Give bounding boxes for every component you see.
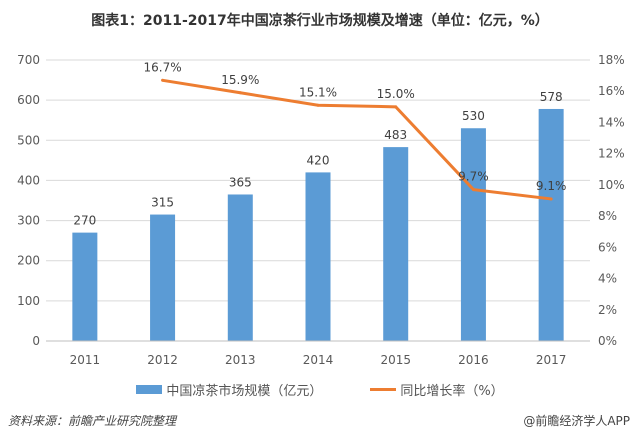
line-data-label: 15.0% [377,87,415,101]
legend-swatch-bar [136,385,163,394]
line-data-label: 16.7% [144,60,182,74]
left-axis-tick: 300 [17,214,40,228]
bar [460,128,486,341]
chart-title: 图表1：2011-2017年中国凉茶行业市场规模及增速（单位：亿元，%） [91,13,549,29]
bar [383,147,409,341]
x-axis-tick: 2012 [147,353,178,367]
legend-swatch-line [370,388,397,391]
source-note: 资料来源：前瞻产业研究院整理 [8,414,177,428]
right-axis-tick: 2% [598,303,617,317]
bar-data-label: 483 [384,128,407,142]
x-axis-tick: 2013 [225,353,256,367]
growth-point [394,105,398,109]
legend-label: 中国凉茶市场规模（亿元） [166,384,323,399]
right-axis-tick: 16% [598,84,625,98]
line-data-label: 15.9% [221,73,259,87]
left-axis-tick: 200 [17,254,40,268]
growth-line [162,78,552,201]
right-axis-tick: 8% [598,209,617,223]
bar [72,232,98,341]
bar-data-label: 578 [540,90,563,104]
growth-point [238,91,242,95]
line-data-label: 9.1% [536,179,567,193]
legend-item-market-size: 中国凉茶市场规模（亿元） [136,380,322,399]
right-axis-tick: 14% [598,115,625,129]
credit-note: @前瞻经济学人APP [523,414,630,428]
legend-item-growth: 同比增长率（%） [370,380,504,399]
bar-data-label: 530 [462,109,485,123]
x-axis-tick: 2016 [458,353,489,367]
right-axis-tick: 6% [598,240,617,254]
left-axis-tick: 700 [17,53,40,67]
legend-label: 同比增长率（%） [400,384,504,399]
line-data-label: 9.7% [458,170,489,184]
growth-point [316,103,320,107]
growth-point [471,188,475,192]
x-axis-tick: 2017 [536,353,567,367]
left-axis-tick: 0 [32,334,40,348]
legend: 中国凉茶市场规模（亿元） 同比增长率（%） [0,380,640,399]
bar [305,172,331,341]
right-axis-tick: 18% [598,53,625,67]
left-axis-tick: 600 [17,93,40,107]
bar-data-label: 270 [73,214,96,228]
bar-data-label: 315 [151,196,174,210]
bar [227,194,253,341]
bar [538,108,564,341]
bar-data-label: 420 [307,153,330,167]
left-axis-tick: 400 [17,173,40,187]
left-axis-tick: 100 [17,294,40,308]
right-axis-tick: 12% [598,147,625,161]
x-axis-tick: 2011 [70,353,101,367]
right-axis-tick: 0% [598,334,617,348]
growth-point [161,78,165,82]
line-data-label: 15.1% [299,85,337,99]
right-axis-tick: 10% [598,178,625,192]
x-axis-tick: 2014 [303,353,334,367]
bar [150,214,176,341]
bar-data-label: 365 [229,175,252,189]
left-axis-tick: 500 [17,133,40,147]
x-axis-tick: 2015 [380,353,411,367]
right-axis-tick: 4% [598,272,617,286]
growth-point [549,197,553,201]
